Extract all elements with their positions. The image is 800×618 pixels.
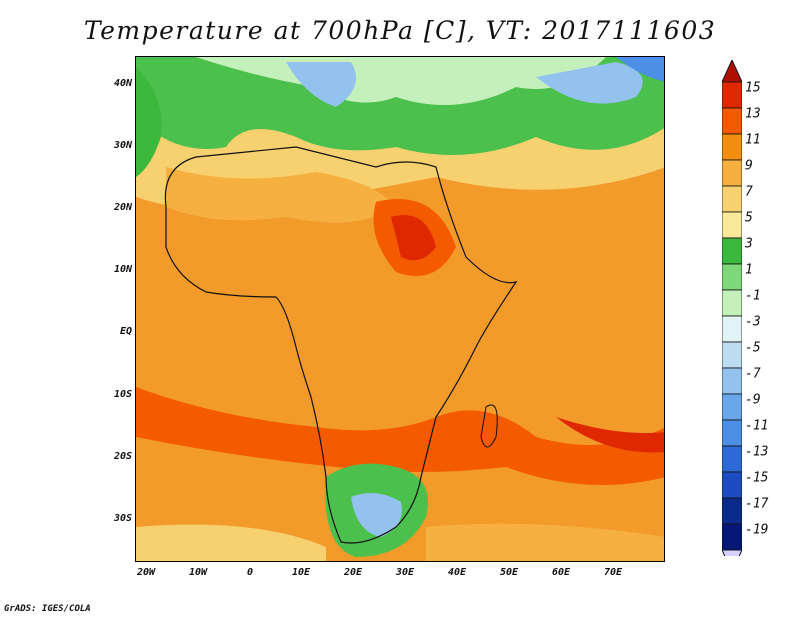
colorbar-cell (722, 211, 742, 239)
colorbar-label: -11 (745, 418, 769, 434)
lon-label: 20W (136, 567, 156, 578)
colorbar-label: 7 (745, 184, 753, 200)
temperature-field (136, 57, 664, 561)
colorbar-cell (722, 185, 742, 213)
colorbar-label: -1 (745, 288, 761, 304)
colorbar-cell (722, 289, 742, 317)
colorbar-cell (722, 107, 742, 135)
lat-label: 30N (113, 140, 132, 151)
colorbar-label: 1 (745, 262, 753, 278)
lat-label: 20N (113, 202, 132, 213)
colorbar-cell (722, 81, 742, 109)
colorbar-label: 9 (745, 158, 753, 174)
chart-title: Temperature at 700hPa [C], VT: 201711160… (83, 16, 717, 45)
colorbar-cell (722, 419, 742, 447)
lon-label: 20E (343, 567, 363, 578)
colorbar-cell (722, 367, 742, 395)
colorbar-bottom-arrow (722, 549, 742, 556)
lon-label: 30E (395, 567, 415, 578)
colorbar-cell (722, 393, 742, 421)
colorbar-cell (722, 263, 742, 291)
colorbar-label: 5 (745, 210, 753, 226)
colorbar-cell (722, 471, 742, 499)
lon-label: 0 (246, 567, 254, 578)
lon-label: 10E (291, 567, 311, 578)
colorbar-cell (722, 133, 742, 161)
colorbar-cell (722, 315, 742, 343)
colorbar-label: 3 (745, 236, 753, 252)
colorbar-cell (722, 237, 742, 265)
colorbar-cell (722, 497, 742, 525)
colorbar-label: -9 (745, 392, 761, 408)
colorbar (722, 60, 742, 556)
lat-label: EQ (119, 326, 132, 337)
colorbar-label: 15 (745, 80, 761, 96)
lon-label: 70E (603, 567, 623, 578)
lat-label: 40N (113, 78, 132, 89)
colorbar-cell (722, 341, 742, 369)
colorbar-cell (722, 523, 742, 551)
colorbar-cell (722, 159, 742, 187)
colorbar-label: -19 (745, 522, 769, 538)
temperature-map (135, 56, 665, 562)
colorbar-cell (722, 445, 742, 473)
colorbar-label: -15 (745, 470, 769, 486)
lat-label: 20S (113, 451, 132, 462)
lat-label: 10N (113, 264, 132, 275)
credit-text: GrADS: IGES/COLA (4, 604, 91, 614)
lon-label: 10W (188, 567, 208, 578)
colorbar-label: -7 (745, 366, 761, 382)
colorbar-label: -17 (745, 496, 769, 512)
colorbar-label: -13 (745, 444, 769, 460)
colorbar-label: 13 (745, 106, 761, 122)
colorbar-top-arrow (722, 60, 742, 83)
lat-label: 30S (113, 513, 132, 524)
colorbar-label: 11 (745, 132, 761, 148)
lon-label: 40E (447, 567, 467, 578)
lon-label: 60E (551, 567, 571, 578)
lon-label: 50E (499, 567, 519, 578)
lat-label: 10S (113, 389, 132, 400)
colorbar-label: -3 (745, 314, 761, 330)
colorbar-label: -5 (745, 340, 761, 356)
